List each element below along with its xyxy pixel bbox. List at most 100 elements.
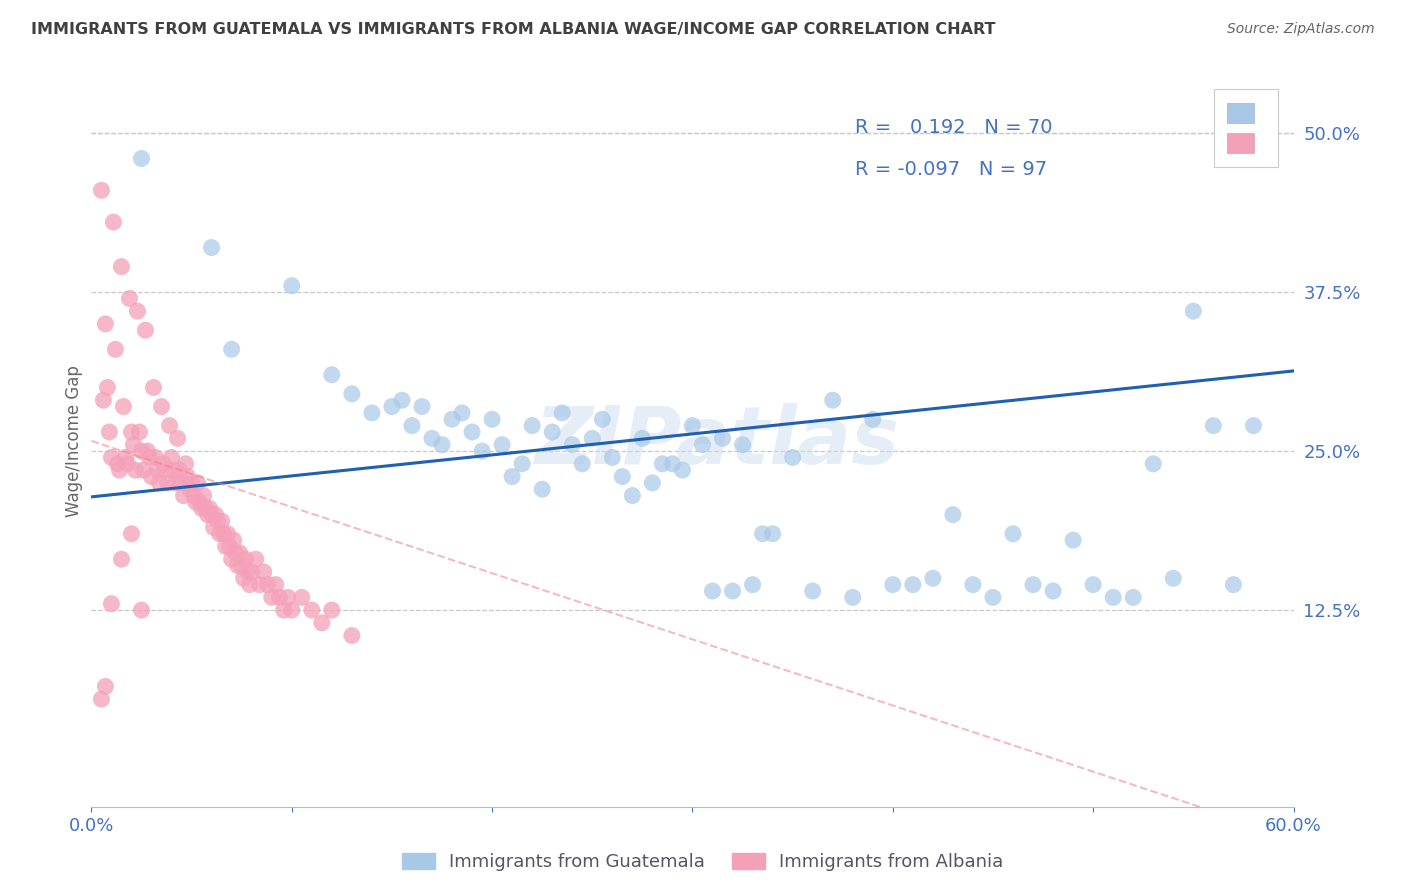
Point [401, 418, 423, 433]
Point [269, 591, 291, 605]
Point [217, 526, 239, 541]
Point [245, 552, 267, 566]
Point [256, 577, 278, 591]
Point [671, 463, 693, 477]
Point [381, 400, 404, 414]
Point [281, 603, 304, 617]
Point [134, 323, 156, 337]
Point [471, 444, 494, 458]
Point [100, 597, 122, 611]
Point [1022, 577, 1045, 591]
Point [193, 489, 215, 503]
Point [360, 406, 382, 420]
Point [201, 241, 224, 255]
Point [190, 501, 212, 516]
Point [612, 469, 634, 483]
Point [541, 425, 564, 439]
Point [821, 393, 844, 408]
Point [451, 406, 474, 420]
Point [222, 533, 245, 548]
Point [184, 495, 207, 509]
Point [1163, 571, 1185, 585]
Point [340, 387, 363, 401]
Point [430, 438, 453, 452]
Point [1001, 526, 1024, 541]
Point [491, 438, 513, 452]
Point [90, 692, 112, 706]
Point [226, 558, 249, 573]
Point [94, 680, 117, 694]
Point [180, 475, 202, 490]
Point [702, 584, 724, 599]
Point [204, 508, 226, 522]
Point [148, 475, 170, 490]
Point [264, 577, 287, 591]
Point [121, 526, 143, 541]
Point [90, 183, 112, 197]
Point [201, 508, 224, 522]
Point [602, 450, 624, 465]
Point [197, 508, 219, 522]
Point [692, 438, 714, 452]
Point [411, 400, 433, 414]
Point [235, 552, 257, 566]
Point [110, 260, 132, 274]
Point [1202, 418, 1225, 433]
Point [1182, 304, 1205, 318]
Point [510, 457, 533, 471]
Point [631, 431, 654, 445]
Point [211, 514, 233, 528]
Point [131, 152, 153, 166]
Point [591, 412, 613, 426]
Point [218, 540, 240, 554]
Point [103, 215, 125, 229]
Point [108, 463, 131, 477]
Point [169, 463, 191, 477]
Y-axis label: Wage/Income Gap: Wage/Income Gap [65, 366, 83, 517]
Point [721, 584, 744, 599]
Point [882, 577, 904, 591]
Point [651, 457, 673, 471]
Point [1122, 591, 1144, 605]
Point [531, 482, 554, 496]
Point [801, 584, 824, 599]
Point [212, 526, 235, 541]
Point [159, 418, 181, 433]
Point [141, 469, 163, 483]
Text: ZIPatlas: ZIPatlas [534, 402, 898, 481]
Point [165, 475, 187, 490]
Point [124, 463, 146, 477]
Point [551, 406, 574, 420]
Point [170, 475, 193, 490]
Point [100, 450, 122, 465]
Point [221, 343, 243, 357]
Point [228, 546, 250, 560]
Point [301, 603, 323, 617]
Point [751, 526, 773, 541]
Point [420, 431, 443, 445]
Point [188, 495, 211, 509]
Point [221, 552, 243, 566]
Point [581, 431, 603, 445]
Point [131, 603, 153, 617]
Point [239, 577, 262, 591]
Point [110, 552, 132, 566]
Point [561, 438, 583, 452]
Point [281, 278, 304, 293]
Point [260, 591, 283, 605]
Point [481, 412, 503, 426]
Point [202, 520, 225, 534]
Point [1222, 577, 1244, 591]
Point [571, 457, 593, 471]
Point [179, 482, 201, 496]
Point [291, 591, 314, 605]
Point [962, 577, 984, 591]
Point [114, 450, 136, 465]
Point [681, 418, 703, 433]
Point [166, 431, 188, 445]
Point [214, 540, 236, 554]
Point [249, 577, 271, 591]
Point [117, 457, 139, 471]
Point [782, 450, 804, 465]
Point [194, 501, 217, 516]
